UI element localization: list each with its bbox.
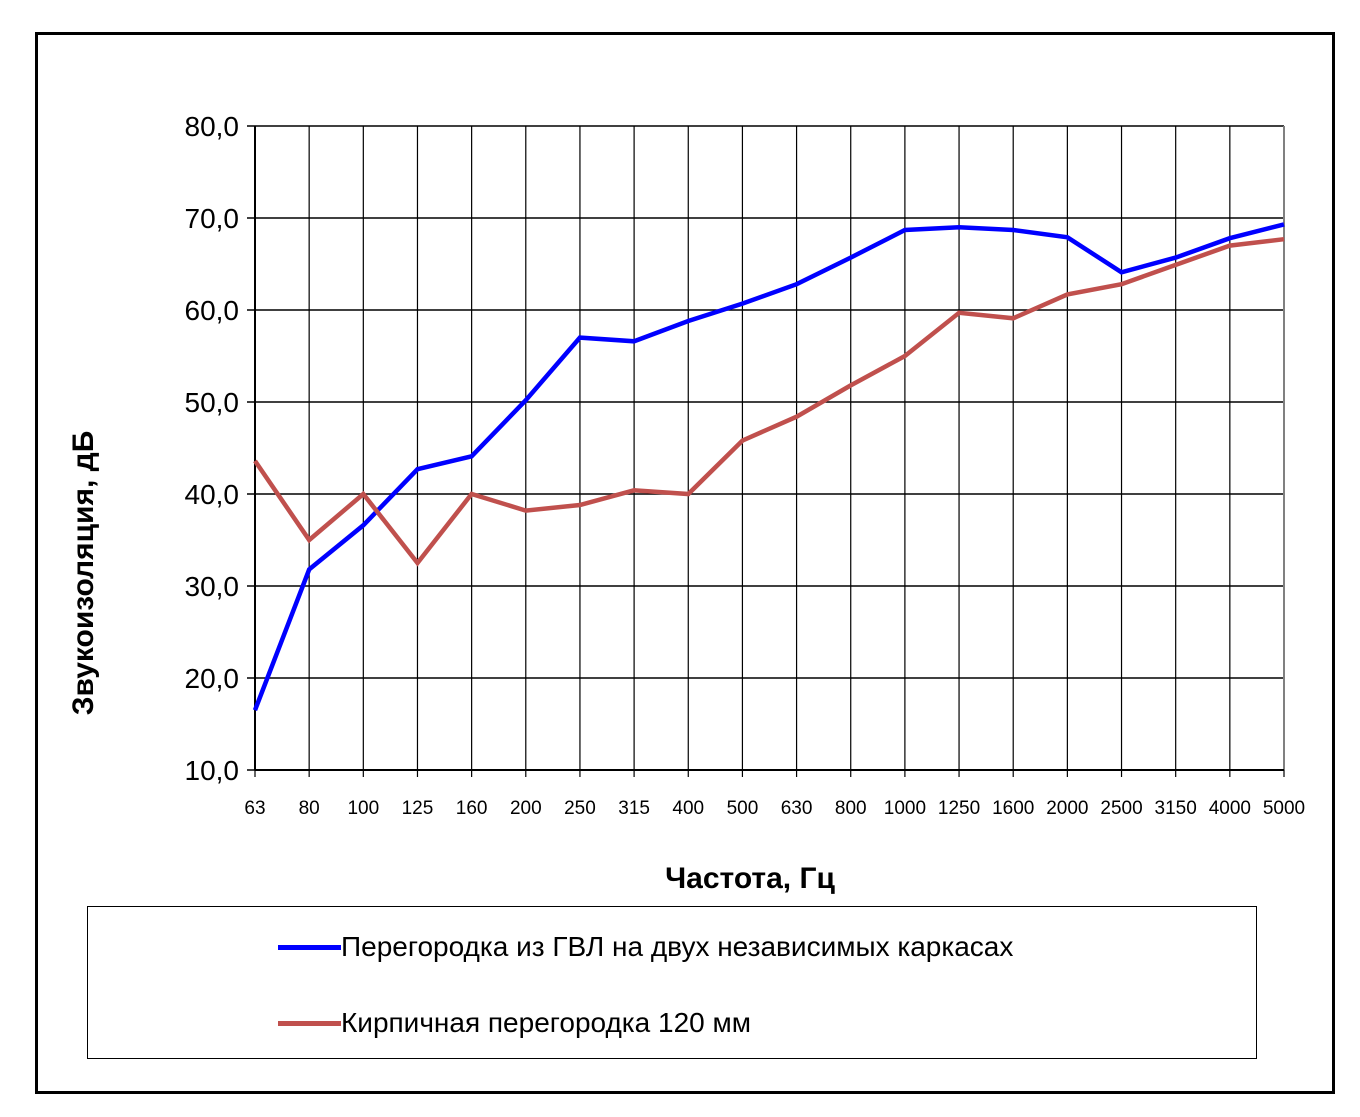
x-tick-label: 2000 <box>1046 798 1088 819</box>
y-tick-label: 70,0 <box>185 203 240 234</box>
y-tick-label: 10,0 <box>185 755 240 786</box>
x-tick-label: 100 <box>347 798 379 819</box>
x-tick-label: 160 <box>456 798 488 819</box>
x-tick-label: 1250 <box>938 798 980 819</box>
legend-swatch-gvl <box>278 944 341 950</box>
y-axis-title: Звукоизоляция, дБ <box>67 431 100 716</box>
x-tick-label: 200 <box>510 798 542 819</box>
legend-label-gvl: Перегородка из ГВЛ на двух независимых к… <box>341 931 1014 962</box>
legend-item-gvl: Перегородка из ГВЛ на двух независимых к… <box>278 927 1013 967</box>
y-axis-ticks: 10,0 20,0 30,0 40,0 50,0 60,0 70,0 80,0 <box>185 111 240 786</box>
x-tick-label: 80 <box>299 798 320 819</box>
y-tick-label: 30,0 <box>185 571 240 602</box>
x-tick-label: 4000 <box>1209 798 1251 819</box>
chart-frame <box>35 32 1335 1094</box>
x-tick-label: 1000 <box>884 798 926 819</box>
y-tick-label: 60,0 <box>185 295 240 326</box>
y-tick-label: 40,0 <box>185 479 240 510</box>
x-tick-label: 800 <box>835 798 867 819</box>
series-line-1 <box>253 236 1285 567</box>
x-tick-label: 630 <box>781 798 813 819</box>
x-tick-label: 250 <box>564 798 596 819</box>
x-tick-label: 1600 <box>992 798 1034 819</box>
y-tick-label: 80,0 <box>185 111 240 142</box>
x-tick-label: 5000 <box>1263 798 1305 819</box>
x-axis-title: Частота, Гц <box>665 862 835 895</box>
legend-label-brick: Кирпичная перегородка 120 мм <box>341 1007 752 1038</box>
x-tick-label: 125 <box>402 798 434 819</box>
x-tick-label: 3150 <box>1155 798 1197 819</box>
x-tick-label: 400 <box>672 798 704 819</box>
legend-swatch-brick <box>278 1020 341 1026</box>
series-line-0 <box>252 222 1285 712</box>
x-axis-ticks: 63 80 100 125 160 200 250 315 400 500 630 800 1000 12… <box>244 798 1305 819</box>
legend: Перегородка из ГВЛ на двух независимых к… <box>87 906 1257 1059</box>
x-tick-label: 315 <box>618 798 650 819</box>
x-tick-label: 63 <box>244 798 265 819</box>
x-tick-label: 2500 <box>1100 798 1142 819</box>
legend-item-brick: Кирпичная перегородка 120 мм <box>278 1003 751 1043</box>
series-lines <box>252 222 1285 712</box>
y-tick-label: 50,0 <box>185 387 240 418</box>
x-tick-label: 500 <box>727 798 759 819</box>
y-tick-label: 20,0 <box>185 663 240 694</box>
grid <box>247 125 1285 777</box>
